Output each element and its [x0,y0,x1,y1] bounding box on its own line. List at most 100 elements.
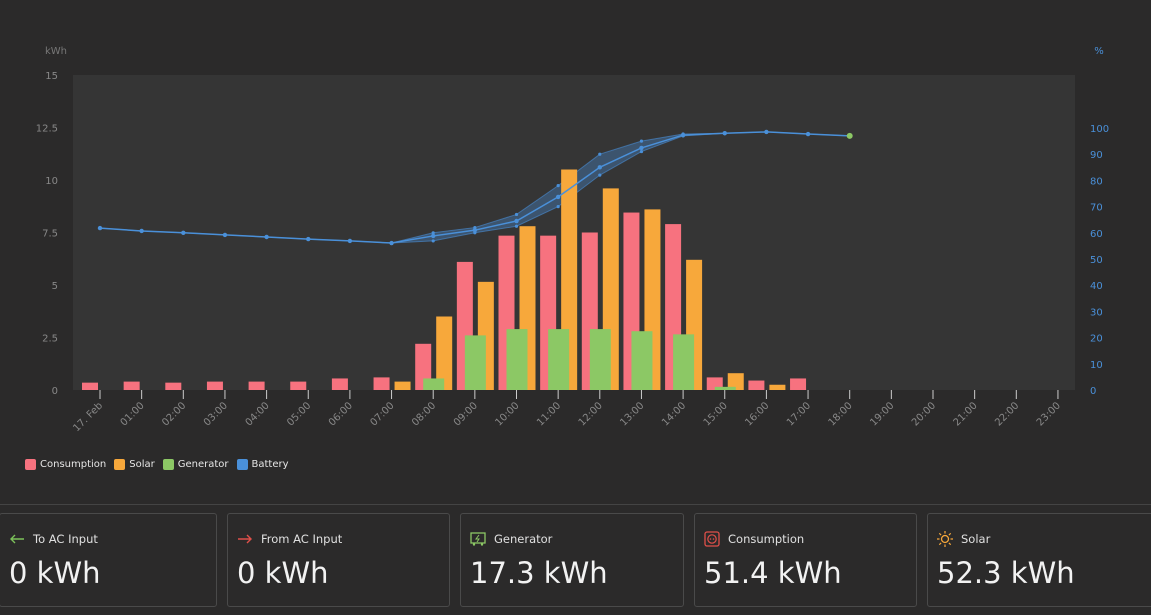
battery-min-point [556,205,560,209]
y2-tick-label: 80 [1090,176,1103,187]
bar-solar[interactable] [727,373,744,390]
bar-consumption[interactable] [123,381,140,390]
x-tick-label: 13:00 [618,400,646,428]
bar-consumption[interactable] [373,377,390,390]
card-label: Generator [494,532,553,546]
left-axis-unit: kWh [45,46,67,57]
bar-generator[interactable] [423,378,445,390]
bar-generator[interactable] [673,334,695,390]
y2-tick-label: 70 [1090,203,1103,214]
battery-point[interactable] [597,165,602,170]
card-value: 52.3 kWh [937,556,1075,590]
battery-max-point [598,152,602,156]
bar-consumption[interactable] [248,381,265,390]
x-tick-label: 14:00 [660,400,688,428]
bar-solar[interactable] [436,316,453,391]
legend-item-consumption[interactable]: Consumption [25,459,106,470]
bar-solar[interactable] [769,384,786,390]
x-tick-label: 08:00 [410,400,438,428]
bar-consumption[interactable] [748,380,765,390]
summary-card-solar: Solar 52.3 kWh [927,513,1151,607]
generator-icon [470,531,486,547]
sun-icon [937,531,953,547]
legend-item-battery[interactable]: Battery [236,459,289,470]
y2-tick-label: 30 [1090,307,1103,318]
x-tick-label: 12:00 [577,400,605,428]
legend-item-solar[interactable]: Solar [114,459,155,470]
summary-card-generator: Generator 17.3 kWh [460,513,684,607]
battery-point[interactable] [306,236,311,242]
bar-consumption[interactable] [331,378,348,390]
battery-point[interactable] [264,234,269,240]
y-tick-label: 2.5 [42,334,58,345]
battery-min-point [514,224,519,228]
x-tick-label: 03:00 [202,400,230,428]
summary-card-from-ac-input: From AC Input 0 kWh [227,513,450,607]
battery-point[interactable] [472,227,478,233]
battery-point[interactable] [97,225,103,231]
battery-point[interactable] [222,232,228,238]
bar-generator[interactable] [589,329,611,390]
battery-point[interactable] [514,218,519,224]
battery-point[interactable] [389,240,394,246]
battery-point[interactable] [639,145,644,151]
divider [0,504,1151,505]
battery-point[interactable] [139,228,144,234]
battery-point[interactable] [181,230,186,235]
y2-tick-label: 0 [1090,386,1096,397]
battery-point[interactable] [347,238,353,244]
legend-swatch [236,459,248,470]
y2-tick-label: 60 [1090,229,1103,240]
card-value: 51.4 kWh [704,556,842,590]
legend-item-generator[interactable]: Generator [162,459,229,470]
battery-point[interactable] [764,129,769,135]
bar-generator[interactable] [548,329,570,390]
battery-point[interactable] [805,131,811,137]
x-tick-label: 20:00 [910,400,938,428]
y2-tick-label: 90 [1090,150,1103,161]
x-tick-label: 19:00 [868,400,896,428]
battery-point[interactable] [431,233,436,239]
battery-point[interactable] [555,194,561,200]
arrow-left-icon [9,531,25,547]
y2-tick-label: 40 [1090,281,1103,292]
y-tick-label: 15 [45,71,58,82]
x-tick-label: 02:00 [160,400,188,428]
battery-point[interactable] [722,131,727,136]
y2-tick-label: 10 [1090,360,1103,371]
bar-generator[interactable] [506,329,528,390]
legend-swatch [114,459,126,470]
bar-consumption[interactable] [790,378,807,390]
bar-generator[interactable] [714,386,736,390]
x-tick-label: 16:00 [743,400,771,428]
y-tick-label: 0 [52,386,58,397]
x-tick-label: 21:00 [952,400,980,428]
bar-consumption[interactable] [290,381,307,390]
x-tick-label: 17. Feb [71,400,105,434]
battery-max-point [639,139,644,143]
x-tick-label: 09:00 [452,400,480,428]
bar-generator[interactable] [464,335,486,390]
bar-solar[interactable] [394,381,411,390]
bar-consumption[interactable] [82,382,98,390]
battery-max-point [514,212,519,217]
x-tick-label: 22:00 [993,400,1021,428]
legend-label: Generator [177,459,229,470]
bar-consumption[interactable] [165,382,182,390]
battery-point[interactable] [846,132,853,139]
y-tick-label: 12.5 [36,124,58,135]
battery-min-point [473,231,477,235]
socket-icon [704,531,720,547]
bar-consumption[interactable] [206,381,223,390]
arrow-right-icon [237,531,253,547]
energy-chart: kWh % 0 2.5 5 7.5 10 12.5 15 0 10 20 30 40 50 60 70 80 9… [36,46,1109,434]
bar-generator[interactable] [631,331,653,390]
x-tick-label: 06:00 [327,400,355,428]
right-axis-unit: % [1094,46,1104,57]
y2-tick-label: 50 [1090,255,1103,266]
summary-card-consumption: Consumption 51.4 kWh [694,513,917,607]
legend-swatch [162,459,174,470]
y-tick-label: 5 [52,281,58,292]
y2-tick-label: 100 [1090,124,1109,135]
battery-max-point [473,225,477,230]
